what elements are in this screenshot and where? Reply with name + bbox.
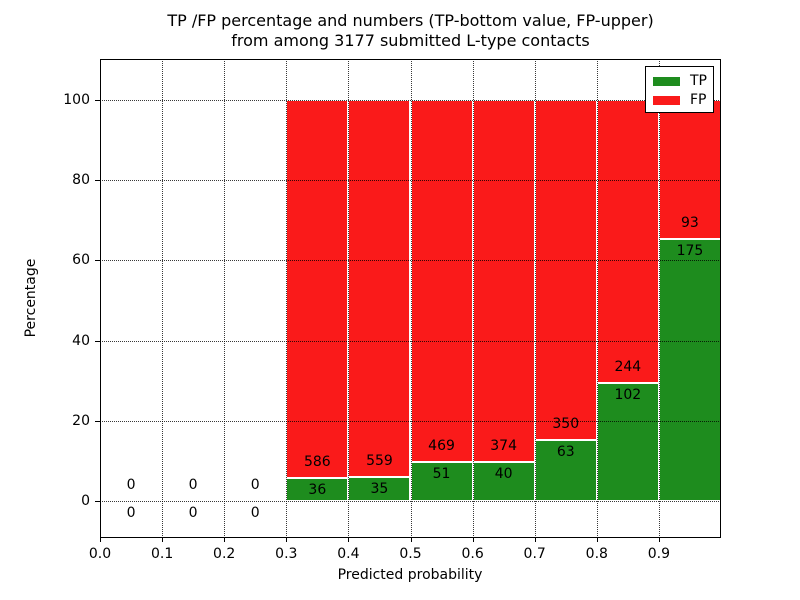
bar-label-tp: 63 (556, 443, 575, 460)
y-tick-mark (95, 180, 100, 182)
x-tick-label: 0.4 (337, 546, 360, 562)
bar-label-tp: 0 (188, 505, 198, 521)
x-tick-mark (534, 538, 536, 542)
x-tick-label: 0.8 (585, 546, 608, 562)
bar-label-tp: 102 (614, 386, 642, 403)
x-tick-mark (162, 538, 164, 542)
x-tick-label: 0.3 (275, 546, 298, 562)
x-tick-mark (224, 538, 226, 542)
bar-label-fp: 0 (126, 477, 136, 493)
x-tick-mark (472, 538, 474, 542)
bar-segment-fp (472, 100, 535, 463)
bar-label-fp: 350 (552, 415, 580, 432)
gridline-vertical (658, 59, 660, 538)
legend: TP FP (645, 66, 714, 113)
bar-label-tp: 175 (676, 243, 704, 260)
x-tick-mark (100, 538, 101, 542)
y-tick-mark (95, 340, 100, 342)
legend-entry-tp: TP (646, 72, 713, 91)
bar-label-fp: 93 (681, 215, 699, 232)
x-tick-label: 0.5 (399, 546, 422, 562)
bar-label-tp: 40 (494, 466, 513, 483)
gridline-vertical (162, 59, 164, 538)
y-tick-label: 100 (63, 92, 90, 108)
y-tick-mark (95, 501, 100, 502)
x-tick-label: 0.0 (88, 546, 112, 562)
gridline-horizontal (100, 501, 721, 502)
x-tick-mark (596, 538, 598, 542)
bar-label-fp: 559 (366, 453, 393, 470)
gridline-horizontal (100, 180, 721, 182)
legend-label-fp: FP (690, 92, 707, 108)
legend-entry-fp: FP (646, 91, 713, 110)
bar-label-tp: 0 (250, 505, 260, 521)
x-tick-mark (410, 538, 412, 542)
tp-color-swatch (653, 77, 680, 86)
bar-label-tp: 36 (308, 481, 327, 498)
x-tick-mark (348, 538, 350, 542)
y-tick-label: 40 (72, 332, 90, 349)
chart-title-line-1: TP /FP percentage and numbers (TP-bottom… (167, 11, 654, 30)
gridline-vertical (410, 59, 412, 538)
bar-label-tp: 0 (126, 505, 136, 521)
gridline-vertical (596, 59, 598, 538)
bar-label-fp: 244 (614, 358, 642, 375)
bar-label-fp: 374 (490, 438, 518, 455)
bar-segment-tp (596, 382, 659, 501)
x-tick-label: 0.1 (150, 546, 174, 562)
gridline-vertical (472, 59, 474, 538)
gridline-horizontal (100, 100, 721, 101)
x-tick-mark (658, 538, 660, 542)
x-tick-label: 0.6 (461, 546, 484, 562)
x-tick-label: 0.2 (213, 546, 236, 562)
y-tick-label: 60 (72, 252, 90, 269)
bar-label-fp: 0 (250, 477, 260, 493)
bar-segment-fp (534, 100, 597, 440)
bar-label-tp: 51 (432, 465, 451, 482)
bar-label-fp: 0 (188, 477, 198, 493)
y-tick-mark (95, 100, 100, 101)
y-tick-label: 80 (72, 172, 90, 189)
y-axis-label: Percentage (23, 258, 39, 338)
fp-color-swatch (653, 96, 680, 105)
bar-segment-fp (348, 100, 411, 478)
x-tick-label: 0.7 (523, 546, 546, 562)
gridline-vertical (348, 59, 350, 538)
x-axis-label: Predicted probability (337, 567, 483, 583)
chart-title-line-2: from among 3177 submitted L-type contact… (231, 31, 590, 50)
gridline-horizontal (100, 340, 721, 342)
x-tick-label: 0.9 (647, 546, 671, 562)
legend-label-tp: TP (690, 73, 707, 89)
gridline-vertical (286, 59, 288, 538)
gridline-horizontal (100, 260, 721, 262)
y-tick-label: 0 (81, 493, 90, 509)
bar-segment-fp (286, 100, 349, 478)
gridline-vertical (224, 59, 226, 538)
plot-area: TP FP 0 0 0 0 0 0 586 36 559 35 469 51 374 40 350 63 244… (100, 59, 721, 538)
bar-label-fp: 586 (303, 453, 331, 470)
bar-label-fp: 469 (428, 437, 455, 454)
y-tick-label: 20 (72, 412, 90, 429)
bar-segment-fp (410, 100, 473, 462)
x-tick-mark (286, 538, 288, 542)
y-tick-mark (95, 260, 100, 262)
y-tick-mark (95, 420, 100, 422)
chart-title: TP /FP percentage and numbers (TP-bottom… (100, 11, 721, 51)
bar-segment-tp (658, 239, 721, 501)
bar-label-tp: 35 (370, 481, 389, 498)
gridline-vertical (534, 59, 536, 538)
gridline-horizontal (100, 420, 721, 422)
